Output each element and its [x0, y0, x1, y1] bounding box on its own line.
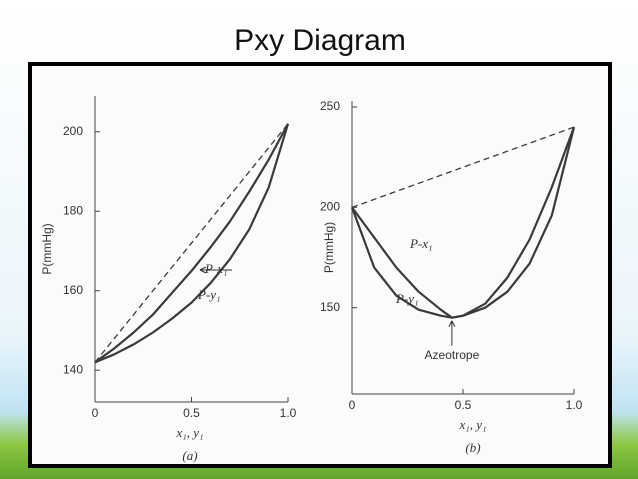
y-tick-label: 140 — [63, 362, 83, 376]
slide-title: Pxy Diagram — [234, 24, 406, 57]
series-label: P-y₁ — [197, 287, 221, 302]
reference-line — [94, 123, 289, 363]
series-label: P-x₁ — [204, 261, 228, 276]
x-axis-label: x₁, y₁ — [458, 417, 486, 432]
pointer — [199, 266, 232, 274]
y-tick-label: 200 — [63, 124, 83, 138]
x-tick-label: 0.5 — [455, 398, 472, 412]
pointer — [448, 320, 456, 346]
series-line — [350, 126, 576, 319]
y-axis-label: P(mmHg) — [40, 223, 54, 274]
x-tick-label: 0.5 — [183, 406, 200, 420]
y-tick-label: 180 — [63, 203, 83, 217]
y-tick-label: 160 — [63, 283, 83, 297]
annotation: Azeotrope — [425, 348, 480, 362]
caption: (b) — [465, 440, 480, 455]
x-tick-label: 0 — [92, 406, 99, 420]
y-axis-label: P(mmHg) — [322, 222, 336, 273]
x-axis-label: x₁, y₁ — [175, 425, 203, 440]
y-tick-label: 200 — [320, 200, 340, 214]
figure-frame — [28, 62, 612, 468]
series-line — [94, 123, 289, 364]
x-tick-label: 1.0 — [566, 398, 583, 412]
x-tick-label: 0 — [349, 398, 356, 412]
x-tick-label: 1.0 — [280, 406, 297, 420]
y-tick-label: 250 — [320, 99, 340, 113]
series-label: P-y₁ — [395, 291, 419, 306]
y-tick-label: 150 — [320, 300, 340, 314]
series-line — [94, 123, 290, 364]
series-label: P-x₁ — [409, 236, 433, 251]
caption: (a) — [182, 448, 197, 463]
